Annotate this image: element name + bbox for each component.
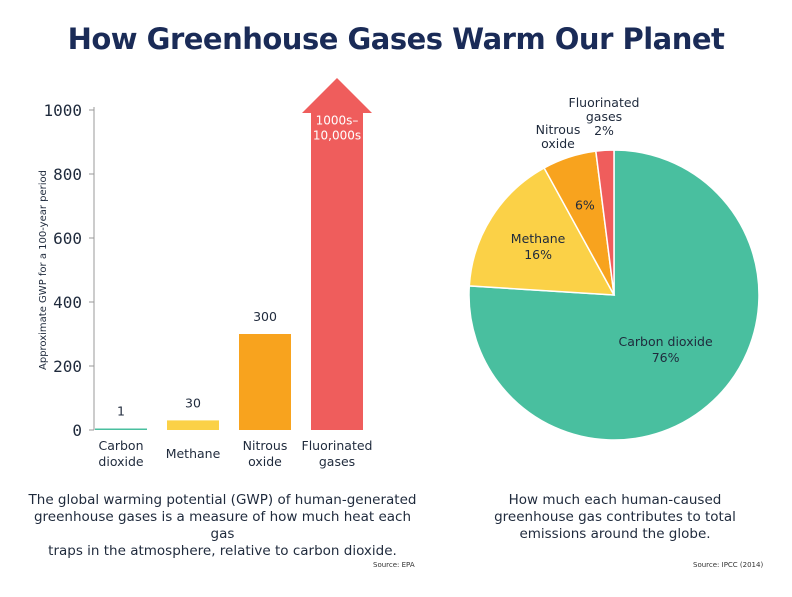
bar — [167, 420, 219, 430]
x-category-label: Carbon dioxide — [98, 438, 143, 469]
bar-value-label: 1000s– 10,000s — [313, 114, 361, 143]
pie-caption-line: greenhouse gas contributes to total — [494, 509, 736, 525]
bar-chart-caption: The global warming potential (GWP) of hu… — [20, 492, 425, 560]
bar-caption-line: greenhouse gases is a measure of how muc… — [33, 509, 411, 542]
pie-slice-methane — [468, 166, 616, 296]
y-tick-label: 0 — [72, 421, 82, 440]
x-category-label: Fluorinated gases — [302, 438, 373, 469]
y-tick-label: 600 — [53, 229, 82, 248]
y-axis-label: Approximate GWP for a 100-year period — [38, 170, 49, 370]
y-tick-label: 1000 — [43, 101, 82, 120]
bar-chart-source: Source: EPA — [373, 561, 415, 569]
bar-value-label: 1 — [117, 404, 125, 419]
bar-value-label: 30 — [185, 395, 201, 410]
bar — [95, 428, 147, 430]
bar-value-label: 300 — [253, 309, 277, 324]
bar-fluorinated-gases — [311, 112, 363, 430]
pie-slice-fluorinated-gases — [594, 149, 615, 296]
x-category-label: Nitrous oxide — [243, 438, 288, 469]
pie-slice-label: Carbon dioxide 76% — [619, 334, 713, 365]
pie-chart-source: Source: IPCC (2014) — [693, 561, 764, 569]
pie-slice-label: Methane 16% — [511, 231, 566, 262]
pie-outside-label: Nitrous oxide — [536, 122, 581, 151]
x-category-label: Methane — [166, 446, 221, 461]
page-title: How Greenhouse Gases Warm Our Planet — [67, 22, 725, 56]
y-tick-label: 400 — [53, 293, 82, 312]
pie-caption-line: emissions around the globe. — [519, 526, 711, 542]
bar-caption-line: The global warming potential (GWP) of hu… — [28, 492, 417, 508]
pie-caption-line: How much each human-caused — [508, 492, 722, 508]
y-tick-label: 800 — [53, 165, 82, 184]
pie-outside-label: Fluorinated gases 2% — [569, 95, 640, 138]
bar — [239, 334, 291, 430]
y-tick-label: 200 — [53, 357, 82, 376]
bar-caption-line: traps in the atmosphere, relative to car… — [48, 543, 397, 559]
overflow-arrow-icon — [302, 78, 372, 113]
pie-slice-label: 6% — [575, 197, 595, 212]
pie-chart-caption: How much each human-caused greenhouse ga… — [470, 492, 760, 543]
